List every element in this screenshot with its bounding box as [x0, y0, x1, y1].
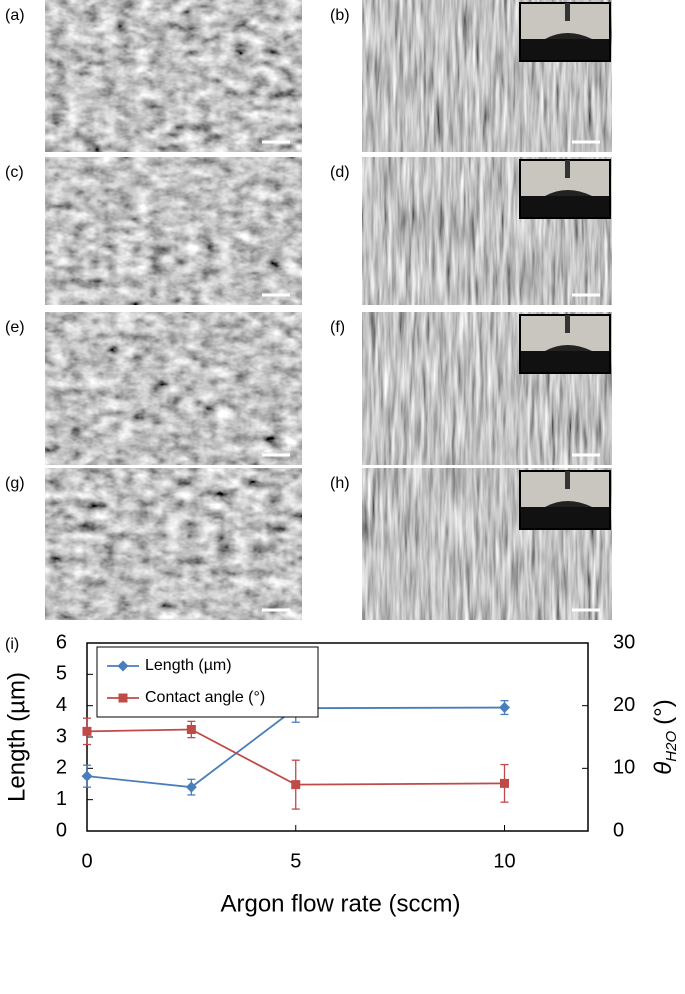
x-tick-label: 10: [493, 850, 515, 872]
y-tick-label: 1: [56, 788, 67, 810]
y2-label-sub: H2O: [663, 731, 680, 762]
y-axis-label: Length (µm): [3, 672, 30, 802]
series-line: [86, 728, 505, 786]
data-point: [186, 724, 196, 734]
inset-substrate: [521, 39, 609, 60]
y2-axis-label: θH2O (°): [650, 699, 680, 774]
panel-label: (h): [330, 475, 350, 492]
series-line: [86, 706, 505, 789]
y2-tick-label: 0: [613, 819, 624, 841]
sem-image: [45, 157, 302, 305]
legend-label: Contact angle (°): [145, 689, 265, 706]
inset-needle: [565, 315, 570, 333]
data-point: [500, 778, 509, 788]
legend-marker: [117, 660, 129, 672]
inset-droplet: [545, 501, 592, 507]
panel-label: (g): [5, 475, 25, 492]
x-tick-label: 0: [81, 850, 92, 872]
y2-tick-label: 30: [613, 631, 635, 653]
inset-droplet: [545, 345, 592, 351]
inset-substrate: [521, 507, 609, 528]
data-point: [82, 726, 92, 736]
y2-label-symbol: θ: [650, 762, 677, 775]
inset-needle: [565, 471, 570, 489]
sem-image: [45, 0, 302, 152]
legend-marker: [118, 693, 128, 703]
y-tick-label: 6: [56, 631, 67, 653]
panel-label: (e): [5, 319, 25, 336]
y2-label-unit: (°): [650, 699, 677, 725]
y-tick-label: 3: [56, 725, 67, 747]
y2-tick-label: 20: [613, 694, 635, 716]
inset-needle: [565, 160, 570, 178]
panel-label: (d): [330, 164, 350, 181]
data-point: [185, 781, 197, 793]
panel-label: (i): [5, 636, 19, 653]
panel-label: (c): [5, 164, 24, 181]
y-tick-label: 0: [56, 819, 67, 841]
panel-label: (a): [5, 7, 25, 24]
inset-droplet: [545, 33, 592, 39]
sem-image: [45, 468, 302, 620]
panel-label: (f): [330, 319, 345, 336]
legend-label: Length (µm): [145, 657, 232, 674]
legend-box: [96, 646, 319, 718]
y-tick-label: 4: [56, 694, 67, 716]
x-axis-label: Argon flow rate (sccm): [220, 890, 460, 917]
inset-needle: [565, 3, 570, 21]
data-point: [499, 702, 510, 714]
y2-tick-label: 10: [613, 757, 635, 779]
data-point: [291, 780, 301, 790]
data-point: [81, 770, 93, 782]
y-tick-label: 2: [56, 757, 67, 779]
inset-substrate: [521, 196, 609, 217]
x-tick-label: 5: [290, 850, 301, 872]
image-panels: (a) (b) (c) (d) (e) (f) (g) (h): [5, 0, 612, 620]
y-tick-label: 5: [56, 663, 67, 685]
inset-substrate: [521, 351, 609, 372]
panel-label: (b): [330, 7, 350, 24]
sem-image: [45, 312, 302, 465]
chart: (i) 0 1 2 3 4 5 6 0 10 20 30 0 5 10 Argon flow rate (sc…: [3, 631, 680, 917]
inset-droplet: [545, 190, 592, 196]
